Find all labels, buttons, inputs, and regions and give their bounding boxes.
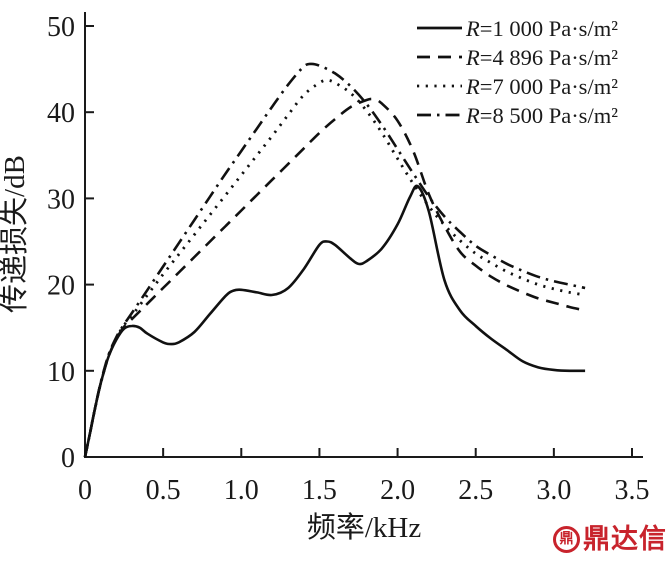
y-axis-label: 传递损失/dB	[0, 155, 31, 313]
series-line-dashdot	[83, 62, 586, 458]
series-line-solid	[83, 184, 586, 458]
watermark-logo-glyph: 鼎	[559, 531, 574, 547]
legend-label: R=1 000 Pa·s/m²	[465, 16, 618, 41]
legend-item: R=8 500 Pa·s/m²	[417, 103, 618, 128]
x-tick-label: 3.0	[536, 475, 571, 506]
x-tick-label: 1.5	[302, 475, 337, 506]
watermark: 鼎 鼎达信	[553, 526, 667, 553]
x-tick-label: 3.5	[615, 475, 650, 506]
x-axis-label: 频率/kHz	[307, 511, 422, 544]
legend-label: R=7 000 Pa·s/m²	[465, 74, 618, 99]
y-tick-label: 0	[61, 443, 75, 474]
series-lines	[83, 62, 586, 458]
y-tick-label: 10	[47, 357, 75, 388]
x-tick-label: 2.5	[458, 475, 493, 506]
y-tick-label: 50	[47, 12, 75, 43]
y-tick-label: 30	[47, 184, 75, 215]
x-tick-label: 0	[78, 475, 92, 506]
y-tick-label: 20	[47, 271, 75, 302]
watermark-logo-icon: 鼎	[553, 526, 580, 553]
legend-label: R=4 896 Pa·s/m²	[465, 45, 618, 70]
legend: R=1 000 Pa·s/m² R=4 896 Pa·s/m² R=7 000 Pa…	[417, 16, 618, 128]
series-line-dashed	[83, 97, 586, 458]
x-tick-label: 2.0	[380, 475, 415, 506]
series-line-dotted	[83, 78, 586, 458]
tick-labels: 0 0.5 1.0 1.5 2.0 2.5 3.0 3.5 0 10 20 30 40 50	[47, 12, 650, 506]
y-tick-label: 40	[47, 98, 75, 129]
x-tick-label: 0.5	[146, 475, 181, 506]
legend-label: R=8 500 Pa·s/m²	[465, 103, 618, 128]
legend-item: R=1 000 Pa·s/m²	[417, 16, 618, 41]
legend-item: R=4 896 Pa·s/m²	[417, 45, 618, 70]
axis-ticks	[84, 25, 633, 458]
watermark-text: 鼎达信	[583, 524, 667, 554]
legend-item: R=7 000 Pa·s/m²	[417, 74, 618, 99]
x-tick-label: 1.0	[224, 475, 259, 506]
